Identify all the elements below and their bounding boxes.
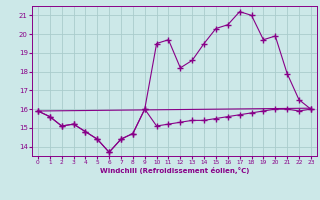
X-axis label: Windchill (Refroidissement éolien,°C): Windchill (Refroidissement éolien,°C)	[100, 167, 249, 174]
